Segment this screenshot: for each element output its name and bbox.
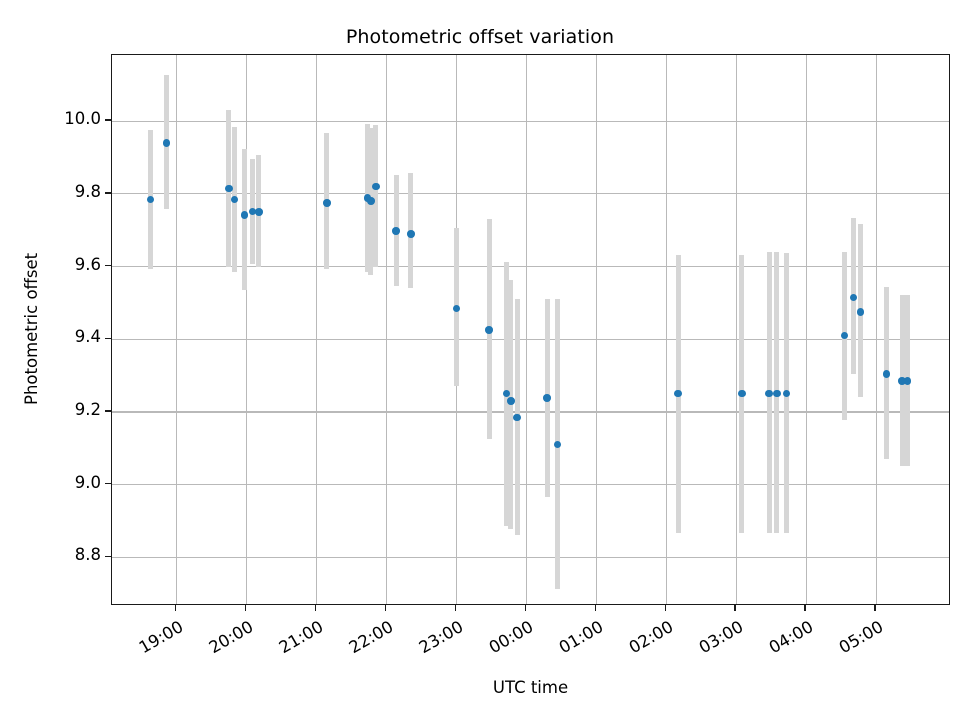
y-tick-mark (105, 410, 111, 412)
y-tick-mark (105, 555, 111, 557)
gridline-vertical (805, 55, 807, 604)
x-tick-mark (454, 605, 456, 611)
x-tick-mark (874, 605, 876, 611)
gridline-vertical (665, 55, 667, 604)
x-tick-label: 05:00 (835, 617, 887, 658)
data-point (146, 195, 155, 204)
data-point (323, 199, 331, 207)
data-point (485, 326, 493, 334)
y-tick-label: 9.6 (74, 254, 101, 274)
data-point (407, 230, 415, 238)
data-point (367, 197, 375, 205)
x-axis-label: UTC time (492, 678, 569, 697)
data-point (738, 389, 746, 398)
y-tick-mark (105, 482, 111, 485)
data-point (840, 331, 849, 340)
gridline-vertical (245, 55, 247, 604)
data-point (882, 370, 891, 378)
x-tick-label: 03:00 (695, 617, 747, 658)
y-tick-label: 9.4 (74, 327, 101, 347)
x-tick-label: 04:00 (765, 617, 817, 658)
y-tick-mark (105, 337, 111, 339)
gridline-horizontal (112, 265, 949, 268)
x-tick-mark (314, 605, 317, 611)
x-tick-label: 01:00 (556, 617, 607, 658)
y-tick-label: 9.0 (74, 472, 101, 492)
y-tick-label: 9.2 (74, 399, 101, 419)
x-tick-label: 20:00 (206, 617, 257, 658)
x-tick-label: 00:00 (486, 617, 537, 658)
gridline-vertical (735, 55, 737, 604)
y-tick-mark (105, 264, 111, 267)
gridline-vertical (525, 55, 527, 604)
data-point (392, 227, 400, 235)
gridline-horizontal (112, 193, 949, 195)
error-bar (241, 149, 247, 290)
x-tick-mark (524, 605, 526, 611)
x-tick-label: 21:00 (276, 617, 327, 658)
data-point (230, 195, 239, 204)
error-bar (373, 124, 379, 267)
x-tick-mark (594, 605, 596, 611)
gridline-horizontal (112, 120, 949, 122)
data-point (898, 377, 906, 385)
x-tick-mark (174, 605, 177, 611)
x-tick-mark (804, 605, 806, 611)
x-tick-mark (734, 605, 736, 611)
data-point (856, 308, 865, 316)
x-tick-mark (384, 605, 386, 611)
chart-title: Photometric offset variation (345, 26, 615, 48)
data-point (162, 139, 171, 147)
gridline-vertical (315, 55, 317, 604)
data-point (372, 182, 380, 191)
data-point (782, 389, 791, 398)
gridline-horizontal (112, 484, 949, 486)
x-tick-mark (244, 605, 247, 611)
x-tick-mark (664, 605, 666, 611)
x-tick-label: 19:00 (136, 617, 187, 658)
gridline-horizontal (112, 556, 949, 558)
y-tick-label: 10.0 (64, 109, 101, 129)
x-tick-label: 02:00 (625, 617, 677, 658)
plot-area (111, 54, 950, 605)
gridline-vertical (175, 55, 177, 604)
gridline-horizontal (112, 338, 949, 340)
data-point (240, 211, 248, 219)
x-tick-label: 22:00 (346, 617, 397, 658)
data-point (225, 184, 233, 193)
data-point (502, 389, 511, 398)
y-tick-mark (105, 192, 111, 194)
gridline-vertical (875, 55, 877, 604)
data-point (903, 377, 912, 385)
data-point (452, 304, 461, 313)
data-point (507, 397, 515, 405)
gridline-vertical (385, 55, 387, 604)
data-point (765, 389, 773, 398)
data-point (773, 389, 781, 398)
data-point (849, 293, 858, 302)
data-point (255, 208, 263, 216)
x-tick-label: 23:00 (416, 617, 467, 658)
data-point (513, 413, 521, 422)
gridline-vertical (595, 55, 597, 604)
data-point (674, 389, 682, 398)
data-point (248, 207, 257, 216)
data-point (553, 440, 562, 449)
y-tick-label: 8.8 (74, 545, 101, 565)
gridline-horizontal (112, 411, 949, 413)
y-tick-label: 9.8 (74, 181, 101, 201)
data-point (543, 394, 551, 402)
y-tick-mark (105, 119, 111, 121)
